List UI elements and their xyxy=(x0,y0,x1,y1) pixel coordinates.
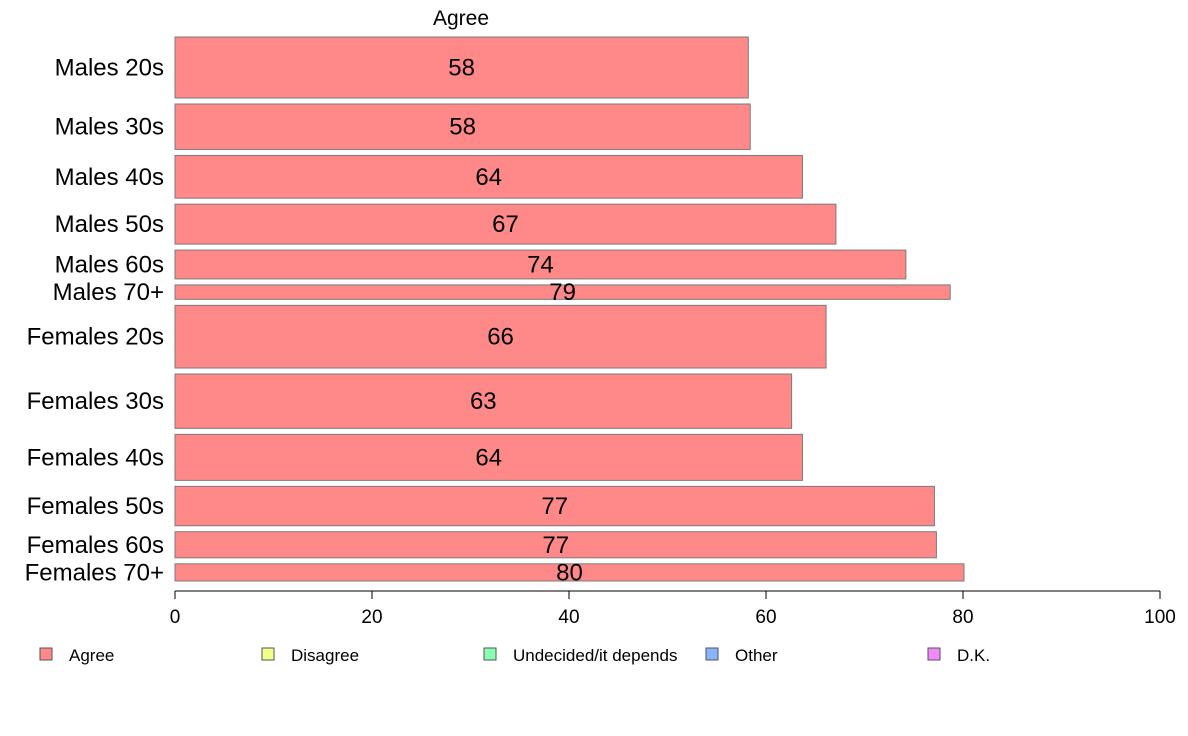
bar-0 xyxy=(174,36,749,99)
category-label-11: Females 70+ xyxy=(25,559,164,586)
legend-swatch-1 xyxy=(261,647,275,661)
bar-value-label-7: 63 xyxy=(470,388,497,415)
bars xyxy=(174,36,965,582)
x-tick-label-3: 60 xyxy=(755,607,776,628)
bar-value-label-11: 80 xyxy=(556,559,583,586)
x-tick-label-2: 40 xyxy=(558,607,579,628)
bar-value-label-8: 64 xyxy=(475,444,502,471)
category-label-6: Females 20s xyxy=(27,324,164,351)
bar-1 xyxy=(174,103,751,150)
legend-swatch-2 xyxy=(483,647,497,661)
bar-value-label-6: 66 xyxy=(487,324,514,351)
x-tick-label-0: 0 xyxy=(170,607,181,628)
category-label-2: Males 40s xyxy=(55,164,164,191)
bar-value-label-5: 79 xyxy=(549,279,576,306)
bar-10 xyxy=(174,531,937,559)
x-tick-label-4: 80 xyxy=(952,607,973,628)
bar-value-label-1: 58 xyxy=(449,114,476,141)
legend-label-3: Other xyxy=(735,646,778,665)
legend-label-4: D.K. xyxy=(957,646,990,665)
bar-4 xyxy=(174,249,907,280)
series-title: Agree xyxy=(433,7,489,30)
category-label-3: Males 50s xyxy=(55,211,164,238)
bar-value-label-3: 67 xyxy=(492,211,519,238)
bar-value-label-10: 77 xyxy=(542,532,569,559)
category-label-1: Males 30s xyxy=(55,114,164,141)
bar-7 xyxy=(174,373,793,429)
legend-swatch-3 xyxy=(705,647,719,661)
legend-swatch-0 xyxy=(39,647,53,661)
category-label-10: Females 60s xyxy=(27,532,164,559)
category-label-9: Females 50s xyxy=(27,493,164,520)
category-labels: Males 20s Males 30s Males 40s Males 50s Male… xyxy=(25,54,164,586)
legend-label-2: Undecided/it depends xyxy=(513,646,677,665)
bar-value-label-0: 58 xyxy=(448,54,475,81)
x-axis: 0 20 40 60 80 100 xyxy=(170,590,1176,628)
x-tick-label-5: 100 xyxy=(1144,607,1176,628)
x-tick-label-1: 20 xyxy=(361,607,382,628)
category-label-4: Males 60s xyxy=(55,252,164,279)
legend-label-0: Agree xyxy=(69,646,114,665)
legend-label-1: Disagree xyxy=(291,646,359,665)
bar-11 xyxy=(174,563,965,582)
category-label-7: Females 30s xyxy=(27,388,164,415)
bar-value-label-9: 77 xyxy=(541,493,568,520)
bar-3 xyxy=(174,203,837,245)
bar-9 xyxy=(174,485,935,527)
category-label-5: Males 70+ xyxy=(53,279,164,306)
bar-6 xyxy=(174,304,827,369)
legend-swatch-4 xyxy=(927,647,941,661)
bar-8 xyxy=(174,433,803,481)
bar-value-label-2: 64 xyxy=(475,164,502,191)
legend: Agree Disagree Undecided/it depends Other D.… xyxy=(39,646,990,665)
bar-2 xyxy=(174,154,803,199)
category-label-0: Males 20s xyxy=(55,54,164,81)
bar-value-label-4: 74 xyxy=(527,252,554,279)
category-label-8: Females 40s xyxy=(27,444,164,471)
bar-5 xyxy=(174,284,951,300)
